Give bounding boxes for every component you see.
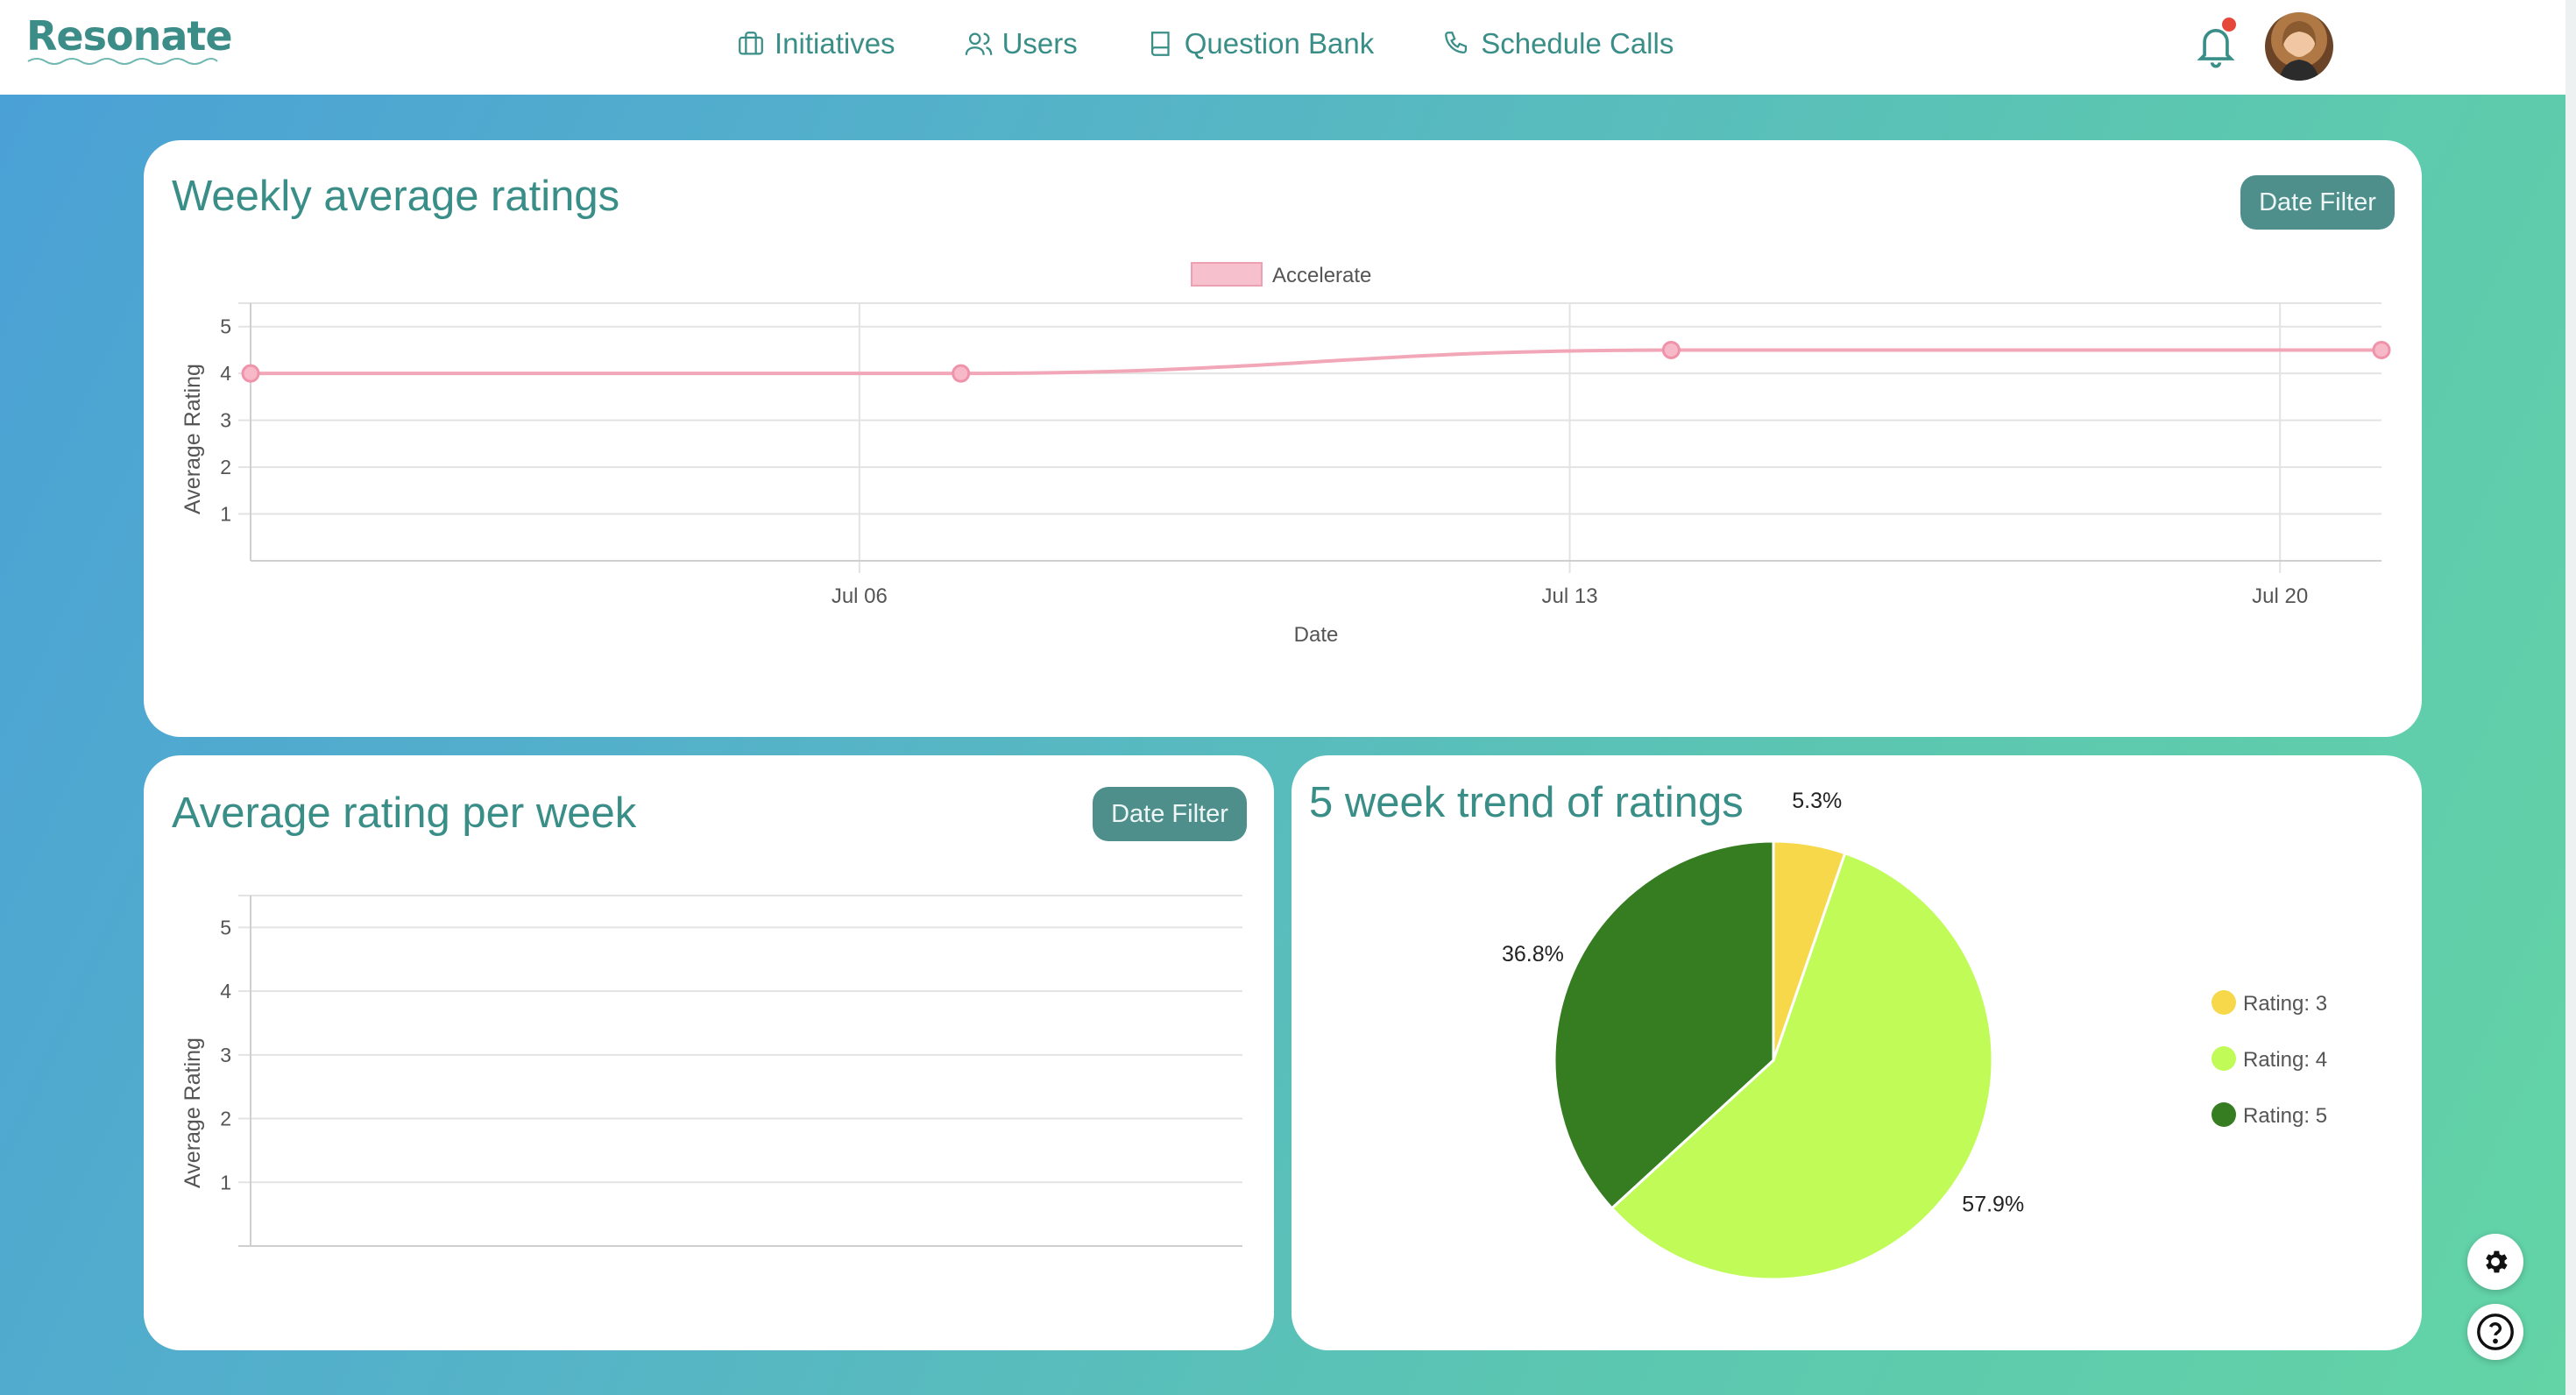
five-week-trend-card: 5 week trend of ratings 5.3% 57.9% 36.8% Ra…: [1292, 755, 2422, 1350]
nav-schedule-calls[interactable]: Schedule Calls: [1442, 27, 1674, 60]
nav-initiatives[interactable]: Initiatives: [736, 27, 895, 60]
legend-swatch-accelerate: [1191, 262, 1263, 287]
bell-icon: [2197, 28, 2235, 68]
pie-slice-3: [1553, 839, 1775, 1210]
pie-legend-item[interactable]: Rating: 4: [2212, 1046, 2327, 1072]
phone-icon: [1445, 32, 1468, 54]
y-axis-title: Average Rating: [180, 364, 205, 514]
pie-slice-2: [1610, 851, 1994, 1281]
resonate-logo[interactable]: Resonate: [26, 12, 233, 74]
legend-label: Rating: 4: [2243, 1048, 2327, 1072]
x-axis-title: Date: [1294, 623, 1339, 647]
pie-data-label: 36.8%: [1502, 942, 1564, 967]
gear-icon: [2486, 1250, 2508, 1273]
user-avatar[interactable]: [2265, 12, 2333, 81]
top-navigation-bar: Resonate Initiatives Users Question Bank: [0, 0, 2565, 95]
legend-label: Rating: 5: [2243, 1104, 2327, 1128]
book-icon: [1150, 32, 1170, 56]
nav-users-label: Users: [1001, 27, 1078, 60]
y-tick-label: 3: [220, 1044, 231, 1066]
y-tick-label: 5: [220, 916, 231, 938]
x-tick-label: Jul 13: [1542, 584, 1598, 608]
data-point-accelerate: [2372, 340, 2391, 359]
y-tick-label: 4: [220, 362, 231, 385]
weekly-date-filter-button[interactable]: Date Filter: [2240, 175, 2395, 230]
average-per-week-bar-chart: 1 2 3 4 5 Average Rating: [180, 895, 1242, 1247]
pie-legend-item[interactable]: Rating: 3: [2212, 990, 2327, 1016]
weekly-average-title: Weekly average ratings: [172, 173, 620, 220]
x-tick-label: Jul 20: [2252, 584, 2308, 608]
page-scrollbar[interactable]: [2565, 0, 2576, 1395]
nav-initiatives-label: Initiatives: [775, 27, 895, 60]
y-tick-label: 1: [220, 503, 231, 526]
y-tick-label: 5: [220, 315, 231, 338]
series-line-accelerate: [251, 348, 2381, 376]
avatar-portrait: [2279, 21, 2319, 81]
help-circle-icon: [2477, 1314, 2514, 1350]
average-per-week-card: Average rating per week Date Filter 1 2 3 4…: [144, 755, 1274, 1350]
y-tick-label: 2: [220, 456, 231, 478]
nav-users[interactable]: Users: [964, 27, 1078, 60]
help-button[interactable]: [2467, 1304, 2523, 1360]
y-tick-label: 1: [220, 1171, 231, 1193]
nav-schedule-calls-label: Schedule Calls: [1481, 27, 1674, 60]
nav-question-bank[interactable]: Question Bank: [1146, 27, 1374, 60]
logo-text: Resonate: [26, 12, 233, 60]
legend-dot: [2212, 1102, 2236, 1127]
five-week-trend-pie-chart: 5.3% 57.9% 36.8% Rating: 3 Rating: 4 Rating: …: [1502, 789, 2327, 1281]
weekly-ratings-line-chart: Accelerate 1 2 3 4 5 Jul 06 Jul 13 Jul 20 Date Ave…: [180, 262, 2391, 647]
legend-dot: [2212, 990, 2236, 1015]
main-nav: Initiatives Users Question Bank Schedule…: [736, 0, 1674, 88]
data-point-accelerate: [952, 364, 971, 383]
pie-legend-item[interactable]: Rating: 5: [2212, 1102, 2327, 1128]
per-week-date-filter-button[interactable]: Date Filter: [1093, 787, 1247, 841]
legend-label: Rating: 3: [2243, 992, 2327, 1016]
pie-data-label: 57.9%: [1962, 1193, 2024, 1217]
pie-data-label: 5.3%: [1792, 789, 1842, 813]
settings-button[interactable]: [2467, 1234, 2523, 1290]
y-tick-label: 4: [220, 980, 231, 1002]
legend-label-accelerate: Accelerate: [1272, 264, 1371, 287]
x-tick-label: Jul 06: [832, 584, 888, 608]
data-point-accelerate: [241, 364, 260, 383]
logo-wave-icon: [27, 58, 218, 65]
notification-badge: [2222, 18, 2236, 32]
users-icon: [965, 32, 992, 55]
average-per-week-title: Average rating per week: [172, 790, 637, 837]
briefcase-icon: [739, 32, 763, 55]
data-point-accelerate: [1661, 340, 1681, 359]
legend-dot: [2212, 1046, 2236, 1071]
nav-question-bank-label: Question Bank: [1184, 27, 1375, 60]
five-week-trend-title: 5 week trend of ratings: [1309, 779, 1744, 826]
notifications-button[interactable]: [2193, 18, 2239, 70]
y-axis-title: Average Rating: [180, 1037, 205, 1188]
y-tick-label: 2: [220, 1108, 231, 1130]
weekly-average-card: Weekly average ratings Date Filter Accel…: [144, 140, 2422, 737]
y-tick-label: 3: [220, 409, 231, 432]
